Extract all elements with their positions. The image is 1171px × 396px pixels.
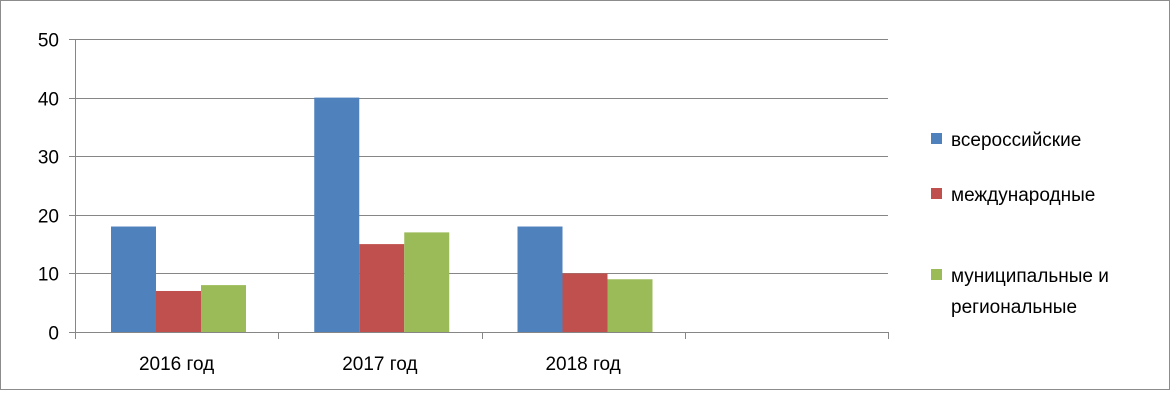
y-tick-labels: 0 10 20 30 40 50	[38, 31, 59, 345]
y-tick-label: 20	[38, 207, 59, 228]
legend-swatch-2	[931, 188, 942, 199]
y-tick-label: 40	[38, 90, 59, 111]
legend-label-3: муниципальные и	[951, 266, 1109, 287]
y-tick-label: 10	[38, 265, 59, 286]
legend-label-3: региональные	[951, 297, 1077, 318]
bar-2-3	[562, 273, 608, 332]
bars	[111, 97, 653, 332]
bar-2-2	[359, 244, 405, 332]
bar-3-3	[607, 279, 653, 332]
legend-label-1: всероссийские	[951, 130, 1081, 151]
x-tick-label: 2017 год	[342, 354, 417, 375]
x-tick-labels: 2016 год 2017 год 2018 год	[139, 354, 621, 375]
x-tick-label: 2018 год	[545, 354, 620, 375]
axes	[69, 39, 889, 339]
bar-1-3	[517, 226, 563, 332]
y-tick-label: 30	[38, 148, 59, 169]
bar-2-1	[156, 290, 201, 332]
legend-label-2: международные	[951, 185, 1095, 206]
legend-swatch-3	[931, 269, 942, 280]
y-tick-label: 50	[38, 31, 59, 52]
legend: всероссийские международные муниципальные …	[931, 130, 1109, 318]
legend-swatch-1	[931, 133, 942, 144]
gridlines	[75, 39, 888, 274]
y-tick-label: 0	[48, 324, 59, 345]
bar-1-2	[314, 97, 360, 332]
bar-3-2	[404, 232, 450, 332]
bar-3-1	[201, 285, 246, 332]
bar-1-1	[111, 226, 156, 332]
x-tick-label: 2016 год	[139, 354, 214, 375]
